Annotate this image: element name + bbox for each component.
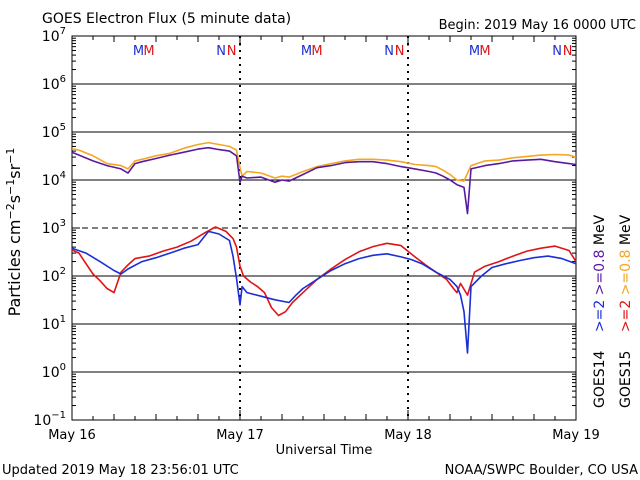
x-tick-label: May 16 [48,428,96,443]
day-dividers [239,36,409,420]
marker-label: N [216,44,226,59]
marker-label: N [395,44,405,59]
data-series [71,141,577,354]
marker-label: M [301,44,312,59]
gridlines [72,83,576,373]
legend-entry: MeV [592,214,608,249]
marker-label: M [479,44,490,59]
legend-entry: >=2 [592,300,608,337]
legend-goes15: GOES15 >=2 >=0.8 MeV [618,214,634,408]
y-tick-label: 10−1 [33,410,66,429]
legend-entry: >=0.8 [618,250,634,300]
chart-title: GOES Electron Flux (5 minute data) [42,11,291,27]
series-line [71,226,577,317]
marker-label: N [563,44,573,59]
marker-label: N [227,44,237,59]
legend-entry: GOES14 [592,350,608,408]
x-tick-label: May 17 [216,428,264,443]
marker-label: M [311,44,322,59]
y-axis-ticks: 107 106 105 104 103 102 101 100 10−1 [33,26,576,429]
marker-label: M [469,44,480,59]
x-axis-ticks: May 16 May 17 May 18 May 19 [48,36,600,443]
y-tick-label: 104 [42,170,66,189]
y-tick-label: 105 [42,122,66,141]
series-line [71,230,577,354]
x-tick-label: May 18 [384,428,432,443]
series-line [71,146,577,215]
begin-time: Begin: 2019 May 16 0000 UTC [439,18,636,33]
marker-label: M [133,44,144,59]
marker-label: N [552,44,562,59]
y-axis-label: Particles cm−2s−1sr−1 [4,148,24,317]
y-tick-label: 107 [42,26,66,45]
marker-label: N [384,44,394,59]
y-tick-label: 103 [42,218,66,237]
legend-entry: >=0.8 [592,250,608,300]
legend-entry: >=2 [618,300,634,337]
legend-goes14: GOES14 >=2 >=0.8 MeV [592,214,608,408]
y-tick-label: 106 [42,74,66,93]
legend-entry: MeV [618,214,634,249]
updated-time: Updated 2019 May 18 23:56:01 UTC [2,463,239,478]
y-tick-label: 102 [42,266,66,285]
y-tick-label: 100 [42,362,66,381]
marker-label: M [143,44,154,59]
credit-text: NOAA/SWPC Boulder, CO USA [445,463,638,478]
y-tick-label: 101 [42,314,66,333]
series-line [71,141,577,182]
legend-entry: GOES15 [618,351,634,408]
x-tick-label: May 19 [552,428,600,443]
x-axis-label: Universal Time [276,443,373,458]
